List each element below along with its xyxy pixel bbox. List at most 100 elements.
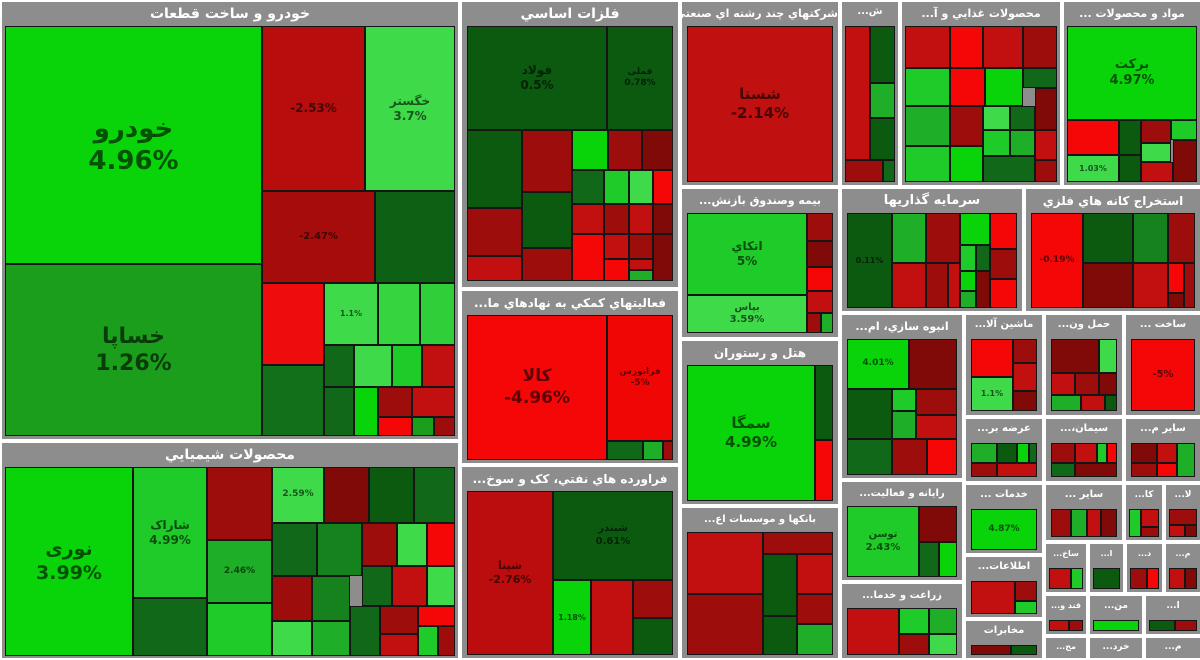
stock-tile[interactable] [1071,509,1087,537]
stock-tile[interactable] [687,532,763,594]
stock-tile[interactable] [960,213,990,245]
stock-tile[interactable] [1169,568,1185,589]
stock-tile[interactable] [1035,88,1057,130]
stock-tile[interactable] [467,208,522,256]
stock-tile[interactable] [1013,339,1037,363]
stock-tile[interactable] [1185,525,1197,537]
stock-tile[interactable] [312,576,350,621]
stock-tile[interactable] [1067,120,1119,155]
stock-tile[interactable] [1141,509,1159,527]
stock-tile[interactable] [1129,509,1141,537]
stock-tile[interactable] [815,365,833,440]
stock-tile[interactable] [905,106,950,146]
stock-tile[interactable] [821,313,833,333]
stock-tile[interactable] [807,241,833,267]
stock-tile[interactable] [1017,443,1029,463]
stock-tile[interactable] [1011,645,1037,655]
stock-tile[interactable] [629,170,653,204]
stock-tile[interactable] [522,130,572,192]
stock-tile-خگستر[interactable]: خگستر 3.7% [365,26,455,191]
stock-tile[interactable] [572,234,604,281]
stock-tile[interactable] [633,580,673,618]
stock-tile[interactable] [1069,620,1083,631]
stock-tile[interactable] [1029,443,1037,463]
stock-tile[interactable] [312,621,350,656]
stock-tile[interactable] [1075,373,1099,395]
stock-tile[interactable] [950,26,983,68]
stock-tile[interactable] [845,26,870,160]
stock-tile-فرابورس[interactable]: فرابورس -5% [607,315,673,441]
stock-tile[interactable] [976,271,990,308]
stock-tile[interactable] [763,554,797,616]
stock-tile[interactable] [414,467,455,523]
stock-tile[interactable] [350,606,380,656]
stock-tile-کالا[interactable]: کالا -4.96% [467,315,607,460]
stock-tile[interactable] [324,387,354,436]
stock-tile[interactable] [1010,130,1035,156]
stock-tile[interactable] [604,170,629,204]
stock-tile[interactable] [272,523,317,576]
stock-tile[interactable] [892,411,916,439]
stock-tile[interactable] [990,249,1017,279]
stock-tile[interactable] [420,283,455,345]
stock-tile[interactable] [983,130,1010,156]
stock-tile[interactable] [362,523,397,566]
stock-tile[interactable] [1169,525,1185,537]
stock-tile[interactable] [1051,509,1071,537]
stock-tile[interactable] [572,130,608,170]
stock-tile-سمگا[interactable]: سمگا 4.99% [687,365,815,501]
stock-tile-فملی[interactable]: فملی 0.78% [607,26,673,130]
stock-tile[interactable] [1093,568,1120,589]
stock-tile[interactable] [971,581,1015,614]
stock-tile[interactable] [522,248,572,281]
stock-tile[interactable] [1013,391,1037,411]
stock-tile[interactable] [763,532,833,554]
stock-tile[interactable] [1133,213,1168,263]
stock-tile[interactable] [929,608,957,634]
stock-tile[interactable] [207,467,272,540]
stock-tile[interactable] [763,616,797,655]
stock-tile[interactable] [950,106,983,146]
stock-tile[interactable] [1141,120,1171,143]
stock-tile[interactable] [467,256,522,281]
stock-tile[interactable] [369,467,414,523]
stock-tile-شبندر[interactable]: شبندر 0.61% [553,491,673,580]
stock-tile[interactable] [422,345,455,387]
stock-tile[interactable] [207,603,272,656]
stock-tile[interactable] [1075,463,1117,477]
stock-tile[interactable]: 4.01% [847,339,909,389]
stock-tile[interactable] [870,83,895,118]
stock-tile[interactable] [1049,568,1071,589]
stock-tile[interactable] [971,463,997,477]
stock-tile[interactable] [847,389,892,439]
stock-tile[interactable] [1171,120,1197,140]
stock-tile[interactable] [1049,620,1069,631]
stock-tile-خساپا[interactable]: خساپا 1.26% [5,264,262,436]
stock-tile[interactable] [971,443,997,463]
stock-tile[interactable] [427,523,455,566]
stock-tile[interactable] [976,245,990,271]
stock-tile[interactable]: -0.19% [1031,213,1083,308]
stock-tile[interactable] [1051,443,1075,463]
stock-tile[interactable] [1175,620,1197,631]
stock-tile[interactable] [797,594,833,624]
stock-tile[interactable] [354,345,392,387]
stock-tile[interactable] [653,170,673,204]
stock-tile[interactable]: 4.87% [971,509,1037,550]
stock-tile[interactable] [847,608,899,655]
stock-tile[interactable] [380,606,418,634]
stock-tile[interactable] [1119,155,1141,182]
stock-tile[interactable] [797,624,833,655]
stock-tile[interactable] [926,263,948,308]
stock-tile[interactable] [324,467,369,523]
stock-tile[interactable] [960,271,976,291]
stock-tile[interactable] [604,259,629,281]
stock-tile[interactable] [905,26,950,68]
stock-tile[interactable] [926,213,960,263]
stock-tile[interactable]: 2.46% [207,540,272,603]
stock-tile[interactable] [1010,106,1035,130]
stock-tile[interactable] [990,279,1017,308]
stock-tile[interactable] [434,417,455,436]
stock-tile[interactable] [375,191,455,283]
stock-tile[interactable] [1133,263,1168,308]
